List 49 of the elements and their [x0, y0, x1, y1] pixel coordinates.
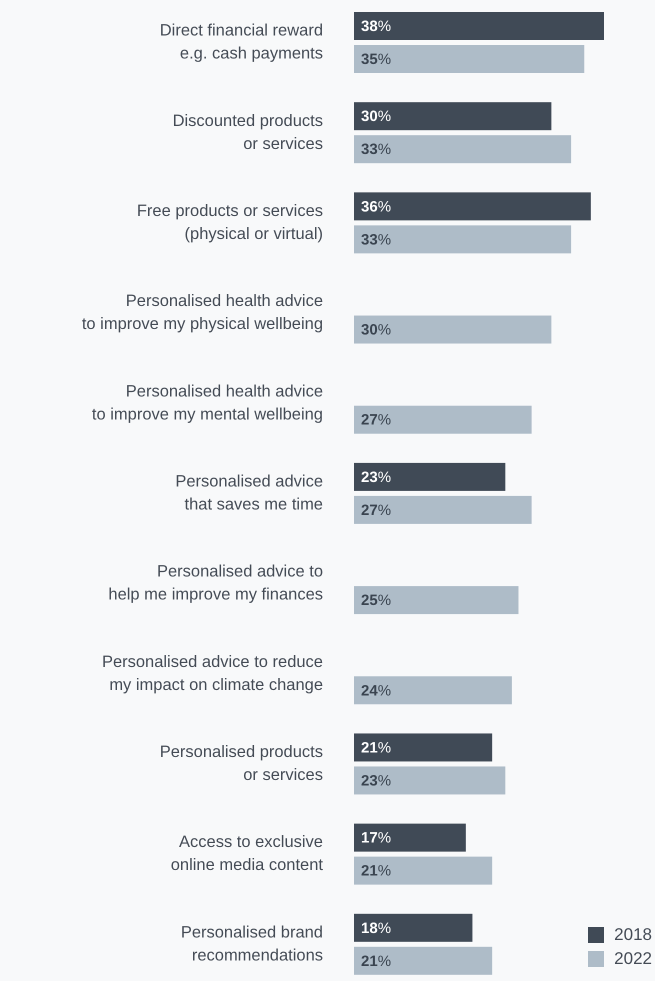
bar — [354, 102, 552, 130]
data-label: 33% — [361, 230, 392, 248]
legend-label: 2022 — [614, 949, 652, 969]
bar — [354, 192, 591, 220]
data-label: 30% — [361, 108, 392, 125]
data-label: 18% — [361, 919, 392, 936]
y-tick-label: Personalised advice that saves me time — [175, 472, 323, 514]
bar — [354, 135, 572, 164]
data-label: 17% — [361, 829, 392, 846]
y-tick-label: Personalised health advice to improve my mental wellbeing — [92, 382, 323, 424]
y-tick-label: Personalised health advice to improve my physical wellbeing — [82, 292, 323, 334]
bar — [354, 225, 572, 254]
data-label: 21% — [361, 952, 392, 970]
bar — [354, 316, 552, 344]
y-tick-label: Personalised advice to reduce my impact on climate change — [102, 652, 323, 694]
y-tick-label: Personalised brand recommendations — [180, 923, 323, 964]
bar — [354, 946, 492, 975]
data-label: 23% — [361, 468, 392, 486]
data-label: 30% — [361, 321, 392, 338]
y-tick-label: Direct financial reward e.g. cash payments — [160, 22, 323, 63]
y-tick-label: Personalised products or services — [160, 743, 323, 784]
legend-label: 2018 — [614, 925, 652, 945]
data-label: 33% — [361, 140, 392, 158]
bar — [354, 586, 518, 614]
data-label: 24% — [361, 682, 392, 699]
data-label: 23% — [361, 772, 392, 789]
y-tick-label: Personalised advice to help me improve my finances — [108, 562, 323, 604]
data-label: 38% — [361, 18, 392, 34]
data-label: 27% — [361, 411, 392, 428]
bar — [354, 733, 492, 762]
data-label: 21% — [361, 862, 392, 880]
bar — [354, 824, 466, 852]
bar — [354, 766, 506, 794]
data-label: 36% — [361, 198, 392, 215]
bar — [354, 914, 472, 942]
bar — [354, 45, 584, 73]
data-label: 21% — [361, 738, 392, 756]
bar — [354, 496, 532, 524]
y-tick-label: Access to exclusive online media content — [170, 833, 324, 874]
y-tick-label: Free products or services (physical or virtual) — [136, 202, 323, 243]
bar — [354, 462, 506, 491]
data-label: 25% — [361, 592, 392, 609]
y-tick-label: Discounted products or services — [172, 112, 323, 153]
bar — [354, 676, 512, 704]
bar — [354, 12, 604, 40]
data-label: 35% — [361, 50, 392, 68]
data-label: 27% — [361, 501, 392, 518]
bar — [354, 856, 492, 885]
bar — [354, 406, 532, 434]
